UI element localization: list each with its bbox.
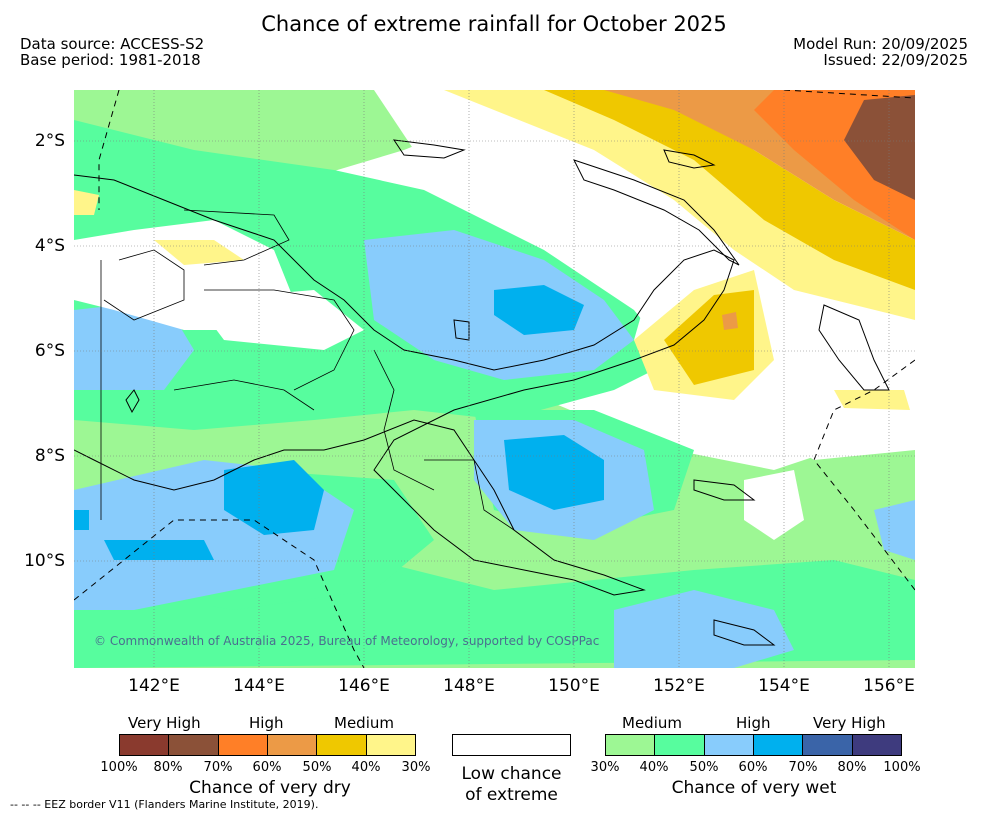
lon-label-142e: 142°E xyxy=(128,676,180,696)
low-chance-line2: of extreme xyxy=(465,785,558,805)
wet-tick: 80% xyxy=(837,760,867,775)
dry-swatch xyxy=(218,735,268,755)
dry-tick: 30% xyxy=(401,760,431,775)
low-chance-caption: Low chance of extreme xyxy=(430,764,593,806)
base-period-text: Base period: 1981-2018 xyxy=(20,51,201,69)
province-borders xyxy=(100,209,515,531)
low-chance-region xyxy=(194,290,364,350)
wet-swatch xyxy=(753,735,804,755)
wet-60-region xyxy=(74,510,89,530)
wet-level-high: High xyxy=(736,714,771,732)
lat-label-2s: 2°S xyxy=(34,131,65,151)
dry-30-region xyxy=(834,390,910,410)
eez-borders xyxy=(74,90,915,668)
dry-swatch xyxy=(169,735,219,755)
lon-label-154e: 154°E xyxy=(758,676,810,696)
lat-label-4s: 4°S xyxy=(34,236,65,256)
wet-tick: 70% xyxy=(788,760,818,775)
low-chance-region xyxy=(734,260,915,460)
coastlines xyxy=(74,139,890,646)
lat-label-10s: 10°S xyxy=(24,551,65,571)
lon-label-152e: 152°E xyxy=(653,676,705,696)
wet-tick: 60% xyxy=(738,760,768,775)
dry-swatch xyxy=(267,735,318,755)
issued-text: Issued: 22/09/2025 xyxy=(823,51,968,69)
wet-caption: Chance of very wet xyxy=(671,778,837,798)
graticule xyxy=(74,90,915,668)
lat-label-6s: 6°S xyxy=(34,341,65,361)
dry-caption: Chance of very dry xyxy=(189,778,351,798)
low-chance-swatch xyxy=(452,734,571,756)
rainfall-map: © Commonwealth of Australia 2025, Bureau… xyxy=(74,90,915,668)
wet-colorbar xyxy=(605,734,902,756)
wet-swatch xyxy=(704,735,754,755)
wet-60-region xyxy=(494,285,584,335)
dry-colorbar xyxy=(119,734,416,756)
wet-60-region xyxy=(504,435,604,510)
wet-tick: 50% xyxy=(689,760,719,775)
dry-tick: 60% xyxy=(252,760,282,775)
lat-label-8s: 8°S xyxy=(34,446,65,466)
lon-label-150e: 150°E xyxy=(548,676,600,696)
dry-30-region xyxy=(444,90,915,320)
dry-tick: 40% xyxy=(351,760,381,775)
copyright-text: © Commonwealth of Australia 2025, Bureau… xyxy=(94,634,600,648)
dry-tick: 80% xyxy=(153,760,183,775)
wet-50-region xyxy=(874,500,915,560)
lon-label-144e: 144°E xyxy=(233,676,285,696)
dry-40-region xyxy=(544,90,915,290)
source-info: Data source: ACCESS-S2 Base period: 1981… xyxy=(20,36,204,68)
eez-note: -- -- -- EEZ border V11 (Flanders Marine… xyxy=(10,798,319,811)
dry-swatch xyxy=(120,735,170,755)
low-chance-region xyxy=(744,470,804,540)
dry-tick: 70% xyxy=(203,760,233,775)
wet-level-very-high: Very High xyxy=(813,714,886,732)
rainfall-map-canvas xyxy=(74,90,915,668)
dry-70-region xyxy=(844,95,915,200)
wet-swatch xyxy=(606,735,656,755)
wet-tick: 30% xyxy=(590,760,620,775)
lon-label-146e: 146°E xyxy=(338,676,390,696)
dry-level-medium: Medium xyxy=(334,714,394,732)
wet-level-medium: Medium xyxy=(622,714,682,732)
wet-60-region xyxy=(104,540,214,560)
wet-swatch xyxy=(803,735,853,755)
map-title: Chance of extreme rainfall for October 2… xyxy=(261,12,727,36)
wet-60-region xyxy=(224,460,324,535)
wet-tick: 40% xyxy=(639,760,669,775)
dry-30-region xyxy=(74,190,99,215)
dry-tick: 100% xyxy=(100,760,138,775)
dry-swatch xyxy=(366,735,415,755)
wet-swatch xyxy=(655,735,705,755)
wet-tick: 100% xyxy=(883,760,921,775)
dry-level-high: High xyxy=(249,714,284,732)
run-info: Model Run: 20/09/2025 Issued: 22/09/2025 xyxy=(793,36,968,68)
dry-50-region xyxy=(722,312,738,330)
model-run-text: Model Run: 20/09/2025 xyxy=(793,35,968,53)
data-source-text: Data source: ACCESS-S2 xyxy=(20,35,205,53)
low-chance-line1: Low chance xyxy=(461,764,562,784)
lon-label-148e: 148°E xyxy=(443,676,495,696)
dry-tick: 50% xyxy=(302,760,332,775)
dry-level-very-high: Very High xyxy=(128,714,201,732)
lon-label-156e: 156°E xyxy=(863,676,915,696)
wet-50-region xyxy=(614,590,794,668)
wet-swatch xyxy=(852,735,901,755)
dry-swatch xyxy=(317,735,367,755)
